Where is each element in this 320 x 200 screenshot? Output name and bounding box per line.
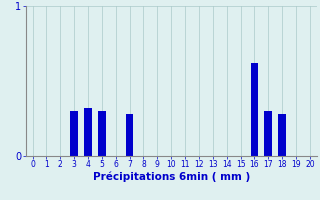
Bar bbox=[126, 114, 133, 156]
Bar bbox=[251, 63, 258, 156]
Bar bbox=[278, 114, 286, 156]
X-axis label: Précipitations 6min ( mm ): Précipitations 6min ( mm ) bbox=[92, 172, 250, 182]
Bar bbox=[70, 111, 78, 156]
Bar bbox=[98, 111, 106, 156]
Bar bbox=[84, 108, 92, 156]
Bar bbox=[264, 111, 272, 156]
